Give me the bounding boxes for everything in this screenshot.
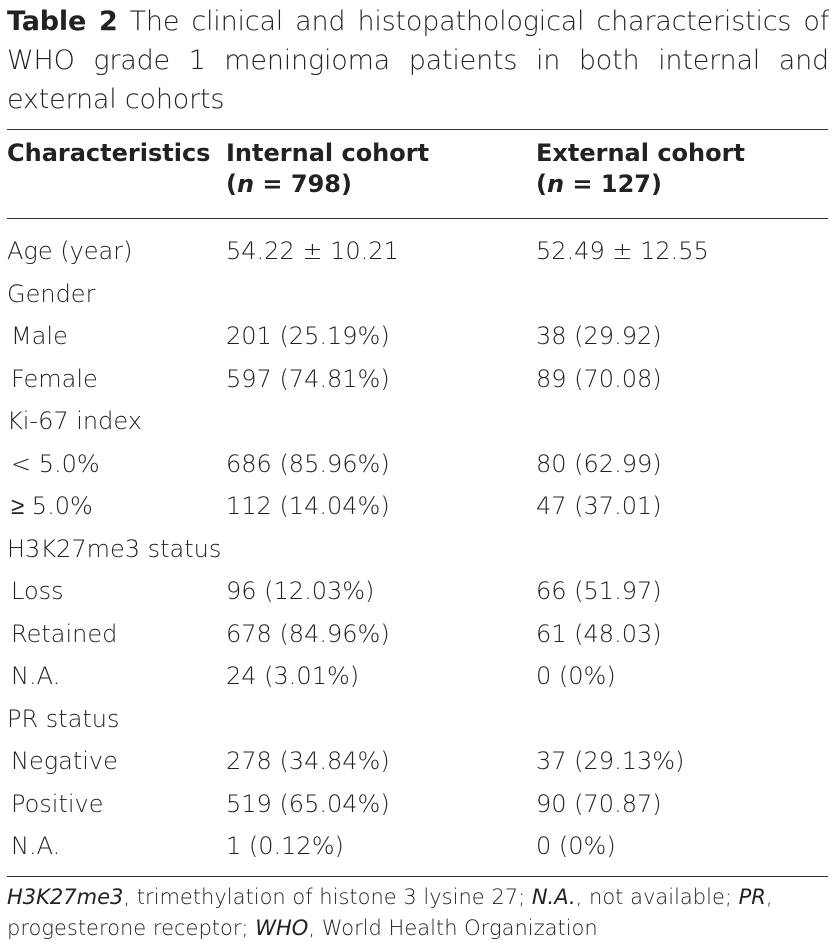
table-row: H3K27me3 status [0,528,837,571]
internal-value: 519 (65.04%) [226,789,390,818]
table-title: The clinical and histopathological chara… [7,6,830,115]
header-characteristics: Characteristics [7,139,211,167]
row-label: Gender [7,279,96,308]
row-label: Age (year) [7,237,133,265]
footnote-abbreviation: N.A. [531,885,576,909]
table-row: N.A. 1 (0.12%) 0 (0%) [0,825,837,868]
table-row: PR status [0,698,837,741]
table-row: Negative 278 (34.84%) 37 (29.13%) [0,740,837,783]
table-row: Gender [0,273,837,316]
table-row: ≥ 5.0% 112 (14.04%) 47 (37.01) [0,485,837,528]
row-label: ≥ 5.0% [11,492,93,520]
row-label: Negative [11,747,118,775]
internal-value: 678 (84.96%) [226,619,390,648]
top-rule [7,129,828,130]
footnote-definition: , not available; [575,885,739,909]
internal-value: 278 (34.84%) [226,747,390,775]
row-label: PR status [7,704,120,733]
internal-value: 96 (12.03%) [226,577,375,605]
external-value: 47 (37.01) [536,492,662,520]
table-row: N.A. 24 (3.01%) 0 (0%) [0,655,837,698]
table-footnote: H3K27me3, trimethylation of histone 3 ly… [7,882,829,944]
row-label: Male [11,322,68,350]
internal-value: 686 (85.96%) [226,449,390,478]
internal-value: 54.22 ± 10.21 [226,237,399,265]
row-label: Loss [11,577,64,605]
table-row: < 5.0% 686 (85.96%) 80 (62.99) [0,443,837,486]
row-label: H3K27me3 status [7,534,222,563]
header-external-n: (n = 127) [536,170,662,198]
external-value: 90 (70.87) [536,789,662,818]
header-external-cohort: External cohort (n = 127) [536,138,745,200]
internal-value: 1 (0.12%) [226,832,344,860]
table-row: Ki-67 index [0,400,837,443]
external-value: 0 (0%) [536,662,616,690]
footnote-abbreviation: H3K27me3 [7,885,124,909]
external-value: 61 (48.03) [536,619,662,648]
external-value: 37 (29.13%) [536,747,685,775]
external-value: 38 (29.92) [536,322,662,350]
header-external-title: External cohort [536,139,745,167]
row-label: Ki-67 index [7,407,142,435]
bottom-rule [7,876,828,877]
header-internal-title: Internal cohort [226,139,430,167]
external-value: 89 (70.08) [536,364,662,393]
footnote-abbreviation: WHO [255,916,309,940]
header-internal-cohort: Internal cohort (n = 798) [226,138,429,200]
row-label: Female [11,364,98,393]
internal-value: 201 (25.19%) [226,322,390,350]
table-row: Female 597 (74.81%) 89 (70.08) [0,358,837,401]
footnote-definition: , World Health Organization [308,916,598,940]
table-caption: Table 2 The clinical and histopathologic… [7,2,829,119]
external-value: 66 (51.97) [536,577,662,605]
header-rule [7,218,828,219]
internal-value: 24 (3.01%) [226,662,360,690]
external-value: 0 (0%) [536,832,616,860]
row-label: Retained [11,619,118,648]
internal-value: 597 (74.81%) [226,364,390,393]
external-value: 80 (62.99) [536,449,662,478]
table-row: Positive 519 (65.04%) 90 (70.87) [0,783,837,826]
table-row: Loss 96 (12.03%) 66 (51.97) [0,570,837,613]
footnote-definition: , progesterone receptor; [7,885,773,940]
table-row: Age (year) 54.22 ± 10.21 52.49 ± 12.55 [0,230,837,273]
external-value: 52.49 ± 12.55 [536,237,709,265]
footnote-definition: , trimethylation of histone 3 lysine 27; [123,885,532,909]
table-body: Age (year) 54.22 ± 10.21 52.49 ± 12.55 Gend… [0,230,837,868]
internal-value: 112 (14.04%) [226,492,390,520]
header-internal-n: (n = 798) [226,170,352,198]
row-label: N.A. [11,832,61,860]
row-label: Positive [11,789,104,818]
footnote-abbreviation: PR [738,885,766,909]
table-row: Retained 678 (84.96%) 61 (48.03) [0,613,837,656]
table-row: Male 201 (25.19%) 38 (29.92) [0,315,837,358]
table-label: Table 2 [7,6,118,37]
row-label: N.A. [11,662,61,690]
row-label: < 5.0% [11,449,100,478]
